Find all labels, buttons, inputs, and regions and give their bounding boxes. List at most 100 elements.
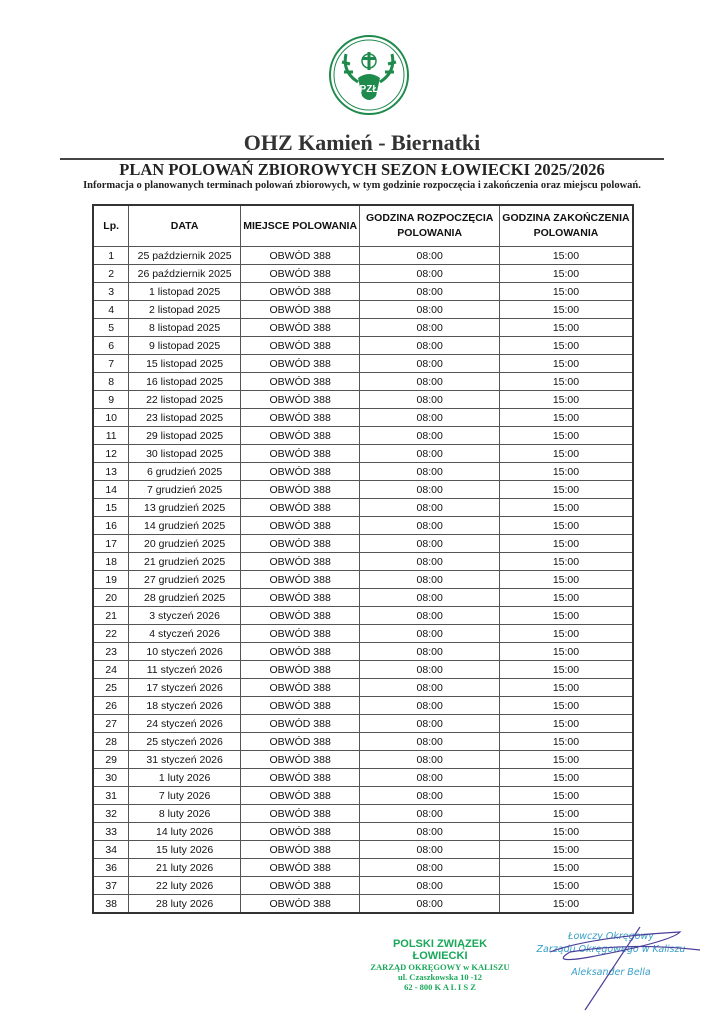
cell-place: OBWÓD 388: [239, 444, 361, 463]
cell-place: OBWÓD 388: [239, 336, 361, 355]
cell-place: OBWÓD 388: [239, 282, 361, 301]
cell-place: OBWÓD 388: [239, 858, 361, 877]
table-row: 26 18 styczeń 2026 OBWÓD 388 08:00 15:00: [92, 696, 634, 715]
table-row: 15 13 grudzień 2025 OBWÓD 388 08:00 15:00: [92, 498, 634, 517]
table-row: 16 14 grudzień 2025 OBWÓD 388 08:00 15:00: [92, 516, 634, 535]
cell-date: 8 listopad 2025: [128, 318, 241, 337]
table-row: 17 20 grudzień 2025 OBWÓD 388 08:00 15:00: [92, 534, 634, 553]
cell-lp: 32: [92, 804, 130, 823]
table-header-row: Lp. DATA MIEJSCE POLOWANIA GODZINA ROZPO…: [92, 204, 634, 247]
cell-end-time: 15:00: [498, 246, 634, 265]
cell-place: OBWÓD 388: [239, 750, 361, 769]
cell-start-time: 08:00: [359, 570, 500, 589]
cell-date: 9 listopad 2025: [128, 336, 241, 355]
cell-start-time: 08:00: [359, 858, 500, 877]
table-row: 24 11 styczeń 2026 OBWÓD 388 08:00 15:00: [92, 660, 634, 679]
cell-date: 15 listopad 2025: [128, 354, 241, 373]
cell-end-time: 15:00: [498, 786, 634, 805]
cell-date: 7 grudzień 2025: [128, 480, 241, 499]
cell-lp: 22: [92, 624, 130, 643]
cell-place: OBWÓD 388: [239, 588, 361, 607]
cell-start-time: 08:00: [359, 804, 500, 823]
cell-date: 16 listopad 2025: [128, 372, 241, 391]
info-text: Informacja o planowanych terminach polow…: [83, 180, 641, 191]
cell-end-time: 15:00: [498, 300, 634, 319]
cell-start-time: 08:00: [359, 624, 500, 643]
cell-end-time: 15:00: [498, 534, 634, 553]
cell-end-time: 15:00: [498, 390, 634, 409]
cell-place: OBWÓD 388: [239, 840, 361, 859]
signature-org: Zarządu Okręgowego w Kaliszu: [536, 944, 686, 955]
cell-date: 6 grudzień 2025: [128, 462, 241, 481]
cell-end-time: 15:00: [498, 732, 634, 751]
cell-place: OBWÓD 388: [239, 822, 361, 841]
cell-end-time: 15:00: [498, 804, 634, 823]
cell-date: 30 listopad 2025: [128, 444, 241, 463]
cell-end-time: 15:00: [498, 408, 634, 427]
table-row: 18 21 grudzień 2025 OBWÓD 388 08:00 15:00: [92, 552, 634, 571]
table-row: 12 30 listopad 2025 OBWÓD 388 08:00 15:00: [92, 444, 634, 463]
cell-start-time: 08:00: [359, 606, 500, 625]
cell-date: 14 luty 2026: [128, 822, 241, 841]
table-row: 29 31 styczeń 2026 OBWÓD 388 08:00 15:00: [92, 750, 634, 769]
cell-end-time: 15:00: [498, 372, 634, 391]
col-header-place: MIEJSCE POLOWANIA: [239, 204, 361, 247]
cell-start-time: 08:00: [359, 768, 500, 787]
cell-date: 29 listopad 2025: [128, 426, 241, 445]
table-row: 2 26 październik 2025 OBWÓD 388 08:00 15:00: [92, 264, 634, 283]
cell-date: 11 styczeń 2026: [128, 660, 241, 679]
cell-date: 1 listopad 2025: [128, 282, 241, 301]
cell-place: OBWÓD 388: [239, 498, 361, 517]
cell-lp: 1: [92, 246, 130, 265]
cell-lp: 8: [92, 372, 130, 391]
cell-place: OBWÓD 388: [239, 714, 361, 733]
table-row: 10 23 listopad 2025 OBWÓD 388 08:00 15:00: [92, 408, 634, 427]
cell-lp: 15: [92, 498, 130, 517]
cell-end-time: 15:00: [498, 264, 634, 283]
cell-end-time: 15:00: [498, 696, 634, 715]
cell-place: OBWÓD 388: [239, 462, 361, 481]
col-header-end-time: GODZINA ZAKOŃCZENIA POLOWANIA: [498, 204, 634, 247]
cell-end-time: 15:00: [498, 624, 634, 643]
table-row: 30 1 luty 2026 OBWÓD 388 08:00 15:00: [92, 768, 634, 787]
cell-date: 20 grudzień 2025: [128, 534, 241, 553]
table-row: 31 7 luty 2026 OBWÓD 388 08:00 15:00: [92, 786, 634, 805]
cell-start-time: 08:00: [359, 750, 500, 769]
cell-end-time: 15:00: [498, 354, 634, 373]
table-row: 28 25 styczeń 2026 OBWÓD 388 08:00 15:00: [92, 732, 634, 751]
cell-date: 13 grudzień 2025: [128, 498, 241, 517]
cell-end-time: 15:00: [498, 570, 634, 589]
cell-start-time: 08:00: [359, 498, 500, 517]
cell-place: OBWÓD 388: [239, 516, 361, 535]
cell-date: 25 październik 2025: [128, 246, 241, 265]
cell-lp: 11: [92, 426, 130, 445]
cell-end-time: 15:00: [498, 552, 634, 571]
cell-end-time: 15:00: [498, 714, 634, 733]
col-header-lp: Lp.: [92, 204, 130, 247]
cell-lp: 30: [92, 768, 130, 787]
cell-date: 4 styczeń 2026: [128, 624, 241, 643]
cell-start-time: 08:00: [359, 516, 500, 535]
cell-lp: 3: [92, 282, 130, 301]
cell-start-time: 08:00: [359, 696, 500, 715]
cell-end-time: 15:00: [498, 336, 634, 355]
cell-lp: 6: [92, 336, 130, 355]
cell-lp: 16: [92, 516, 130, 535]
cell-start-time: 08:00: [359, 822, 500, 841]
cell-date: 21 luty 2026: [128, 858, 241, 877]
cell-place: OBWÓD 388: [239, 570, 361, 589]
col-header-start-time: GODZINA ROZPOCZĘCIA POLOWANIA: [359, 204, 500, 247]
table-row: 7 15 listopad 2025 OBWÓD 388 08:00 15:00: [92, 354, 634, 373]
table-row: 34 15 luty 2026 OBWÓD 388 08:00 15:00: [92, 840, 634, 859]
stamp-line-2: ZARZĄD OKRĘGOWY w KALISZU: [370, 962, 510, 972]
cell-lp: 33: [92, 822, 130, 841]
cell-lp: 38: [92, 894, 130, 914]
cell-place: OBWÓD 388: [239, 624, 361, 643]
cell-start-time: 08:00: [359, 894, 500, 914]
title-divider: [60, 158, 664, 160]
cell-lp: 36: [92, 858, 130, 877]
cell-end-time: 15:00: [498, 606, 634, 625]
cell-lp: 13: [92, 462, 130, 481]
